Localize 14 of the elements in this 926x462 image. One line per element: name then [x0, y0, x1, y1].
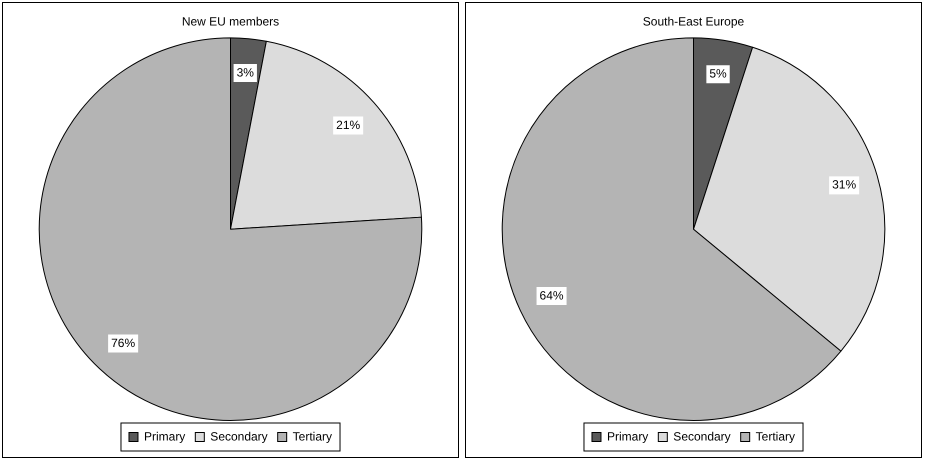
chart-title: New EU members: [182, 14, 280, 29]
data-label: 76%: [111, 336, 136, 350]
data-label: 3%: [236, 65, 254, 80]
data-label: 21%: [336, 118, 360, 132]
legend-label: Tertiary: [292, 429, 332, 444]
data-label: 5%: [709, 66, 728, 81]
data-label: 31%: [832, 178, 856, 192]
chart-title: South-East Europe: [642, 14, 745, 29]
legend-label: Tertiary: [756, 429, 796, 444]
legend-label: Secondary: [210, 429, 268, 444]
legend-label: Secondary: [673, 429, 731, 444]
legend-label: Primary: [606, 429, 648, 444]
legend-label: Primary: [144, 429, 186, 444]
data-label: 64%: [540, 288, 564, 302]
